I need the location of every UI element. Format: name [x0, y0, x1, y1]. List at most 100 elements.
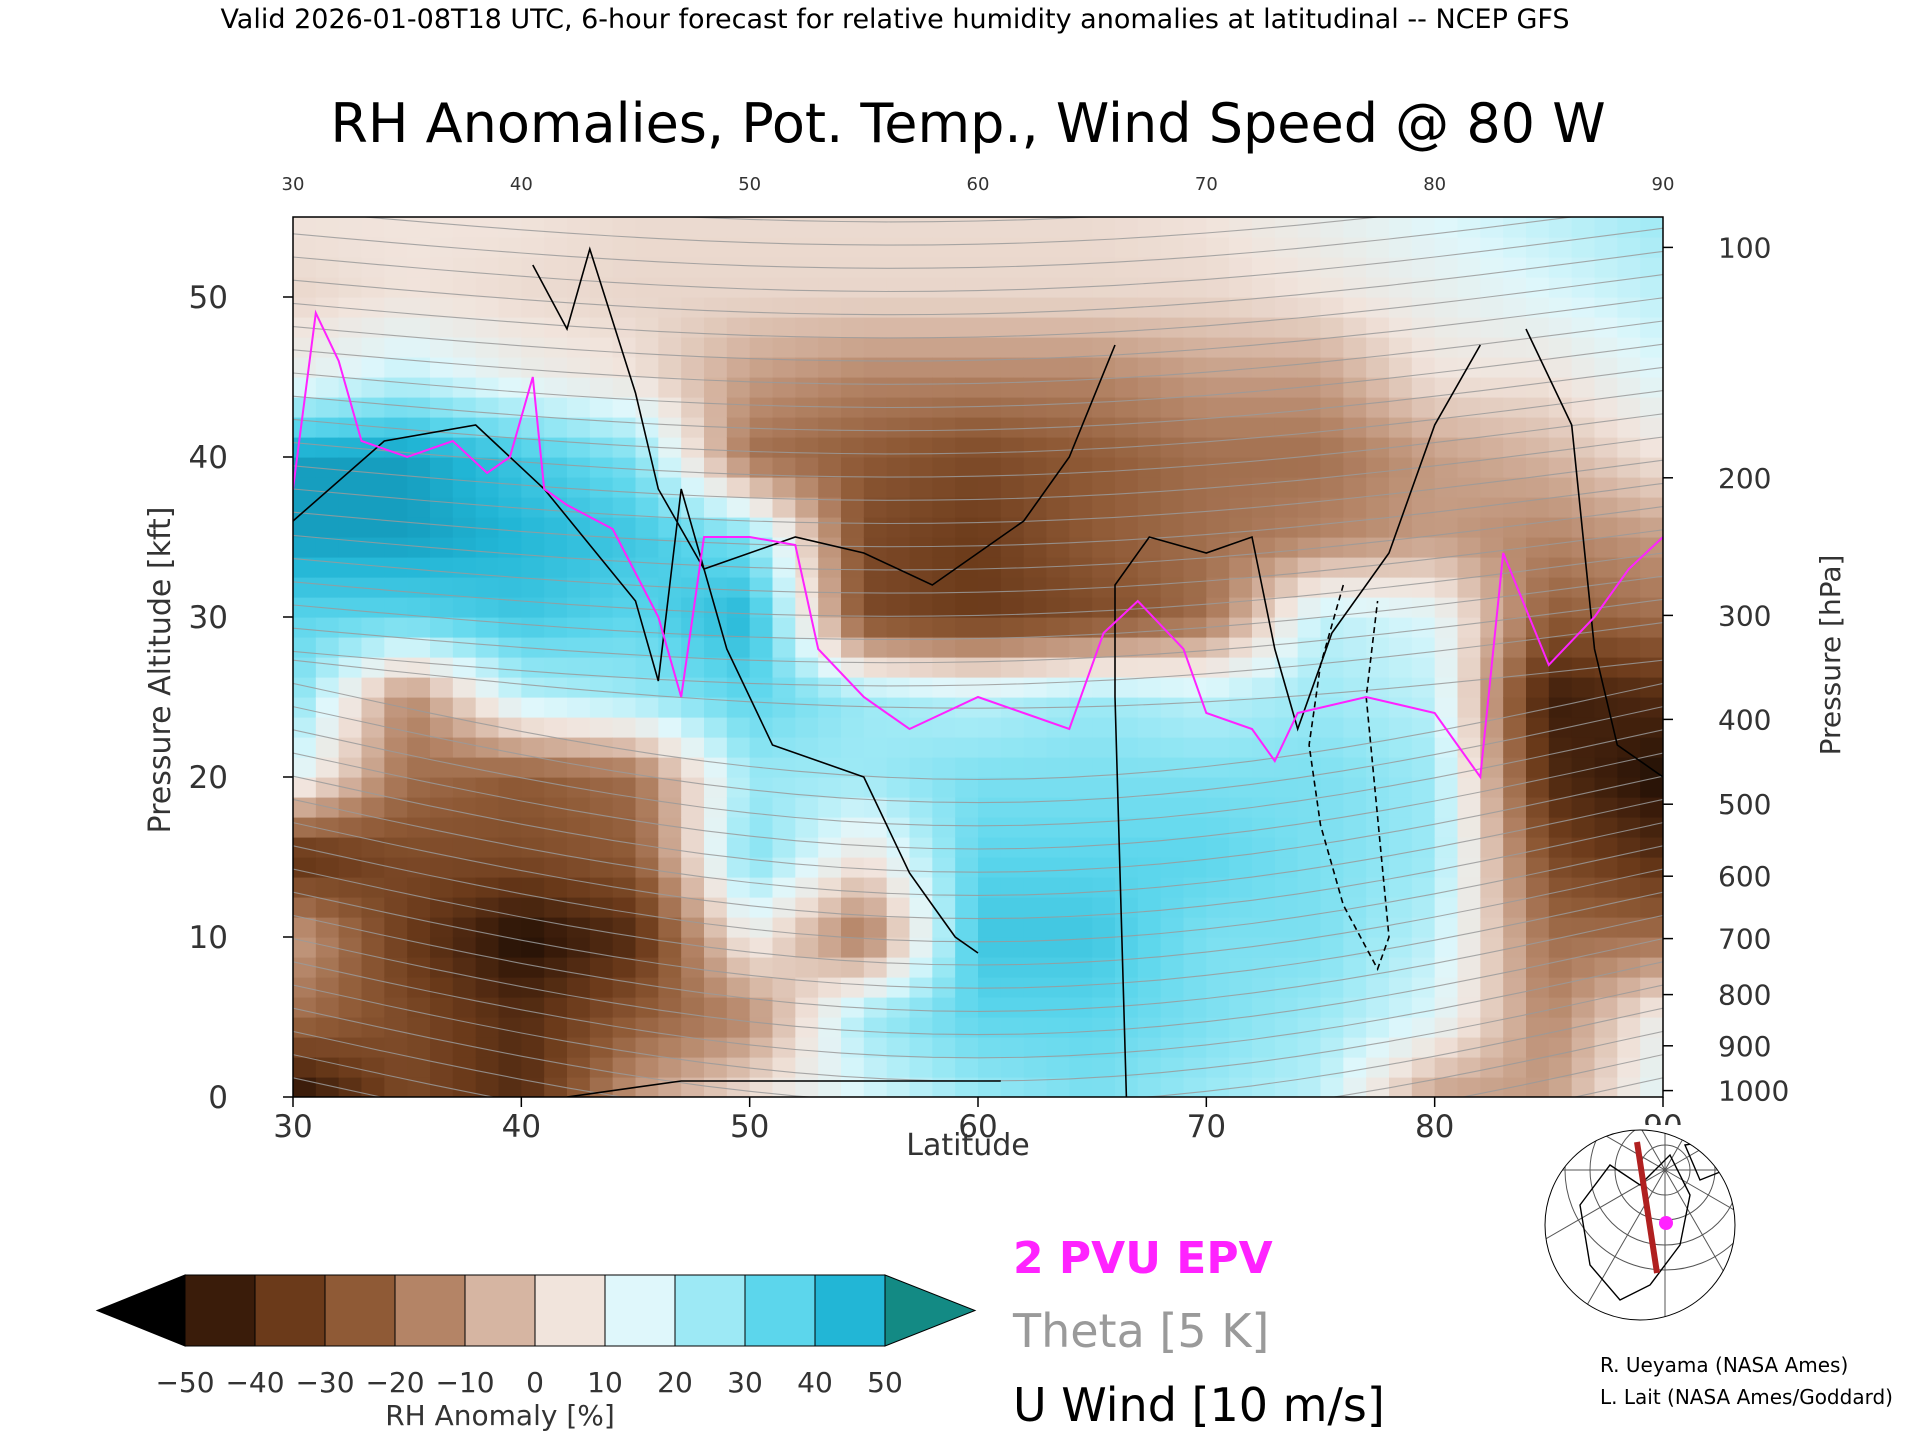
heatmap-cell [452, 257, 477, 278]
heatmap-cell [795, 237, 819, 258]
heatmap-cell [978, 357, 1002, 378]
heatmap-cell [726, 457, 751, 478]
heatmap-cell [498, 697, 522, 718]
heatmap-cell [498, 477, 522, 498]
heatmap-cell [612, 797, 637, 818]
colorbar-bin [534, 1274, 606, 1347]
heatmap-cell [1571, 237, 1596, 258]
heatmap-cell [1343, 317, 1367, 338]
heatmap-cell [1297, 837, 1322, 858]
heatmap-cell [841, 877, 865, 898]
heatmap-cell [932, 577, 956, 598]
heatmap-cell [1594, 397, 1618, 418]
theta-contour-line [293, 274, 1663, 339]
heatmap-cell [1389, 1057, 1413, 1078]
heatmap-cell [293, 797, 317, 818]
heatmap-cell [1640, 397, 1663, 418]
map-section-line [1634, 1141, 1660, 1274]
heatmap-cell [1160, 257, 1185, 278]
heatmap-cell [681, 477, 705, 498]
heatmap-cell [1229, 317, 1253, 338]
heatmap-cell [612, 957, 637, 978]
heatmap-cell [498, 837, 522, 858]
heatmap-cell [1320, 297, 1344, 318]
heatmap-cell [1297, 757, 1322, 778]
heatmap-cell [1046, 1077, 1070, 1097]
heatmap-cell [1092, 777, 1116, 798]
heatmap-cell [726, 897, 751, 918]
heatmap-cell [1366, 937, 1390, 958]
heatmap-cell [430, 597, 454, 618]
heatmap-cell [1115, 277, 1139, 298]
heatmap-cell [841, 537, 865, 558]
heatmap-cell [704, 497, 728, 518]
heatmap-cell [978, 897, 1002, 918]
heatmap-cell [795, 777, 819, 798]
heatmap-cell [1617, 397, 1641, 418]
heatmap-cell [795, 337, 819, 358]
heatmap-cell [1160, 337, 1185, 358]
heatmap-cell [1137, 977, 1162, 998]
u-wind-contour-line [1114, 344, 1481, 1097]
heatmap-cell [726, 297, 751, 318]
heatmap-cell [1457, 257, 1481, 278]
heatmap-cell [612, 417, 637, 438]
heatmap-cell [521, 357, 545, 378]
heatmap-cell [1389, 557, 1413, 578]
heatmap-cell [452, 617, 477, 638]
heatmap-cell [978, 817, 1002, 838]
heatmap-cell [1457, 697, 1481, 718]
heatmap-cell [932, 437, 956, 458]
heatmap-cell [1411, 677, 1436, 698]
heatmap-cell [384, 917, 408, 938]
heatmap-cell [681, 997, 705, 1018]
epv-line-path [293, 309, 1663, 780]
heatmap-cell [589, 537, 614, 558]
heatmap-cell [863, 617, 888, 638]
heatmap-cell [361, 697, 385, 718]
heatmap-cell [1000, 597, 1025, 618]
heatmap-cell [567, 737, 591, 758]
heatmap-cell [1023, 837, 1048, 858]
heatmap-cell [1480, 537, 1504, 558]
heatmap-cell [1571, 897, 1596, 918]
heatmap-cell [361, 457, 385, 478]
heatmap-cell [338, 717, 363, 738]
heatmap-cell [1092, 297, 1116, 318]
heatmap-cell [1297, 577, 1322, 598]
heatmap-cell [544, 717, 568, 738]
heatmap-cell [498, 857, 522, 878]
colorbar-bin [814, 1274, 886, 1347]
heatmap-cell [1594, 697, 1618, 718]
heatmap-cell [1503, 597, 1527, 618]
heatmap-cell [1183, 737, 1207, 758]
heatmap-cell [1069, 377, 1093, 398]
pressure-tick-label: 800 [1718, 979, 1771, 1012]
heatmap-cell [544, 1017, 568, 1038]
heatmap-cell [1389, 877, 1413, 898]
heatmap-cell [932, 477, 956, 498]
theta-contour-line [293, 775, 1663, 873]
heatmap-cell [1411, 637, 1436, 658]
heatmap-cell [841, 917, 865, 938]
heatmap-cell [1023, 957, 1048, 978]
heatmap-cell [1160, 597, 1185, 618]
heatmap-cell [1617, 1037, 1641, 1058]
heatmap-cell [1069, 937, 1093, 958]
heatmap-cell [407, 357, 431, 378]
heatmap-cell [567, 897, 591, 918]
heatmap-cell [1252, 637, 1276, 658]
heatmap-cell [1503, 217, 1527, 238]
colorbar-bin [604, 1274, 676, 1347]
heatmap-cell [635, 397, 659, 418]
heatmap-cell [681, 1077, 705, 1097]
heatmap-cell [1046, 277, 1070, 298]
heatmap-cell [1526, 297, 1550, 318]
heatmap-cell [635, 1057, 659, 1078]
heatmap-cell [1297, 777, 1322, 798]
heatmap-cell [726, 317, 751, 338]
heatmap-cell [430, 357, 454, 378]
heatmap-cell [1252, 417, 1276, 438]
heatmap-cell [1343, 357, 1367, 378]
heatmap-cell [498, 277, 522, 298]
